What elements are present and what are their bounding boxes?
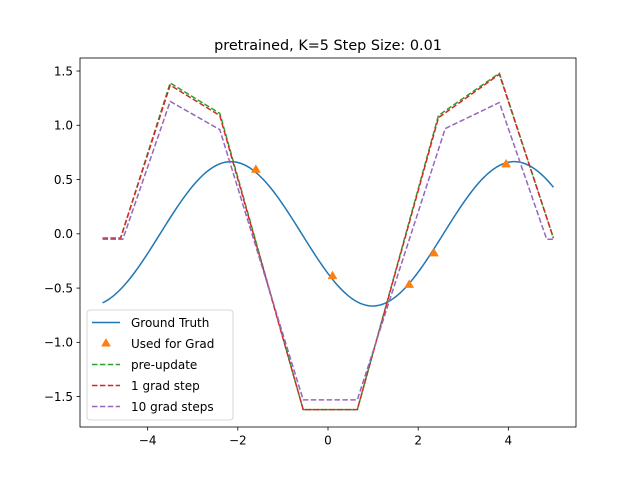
legend-marker-used-for-grad xyxy=(101,338,111,347)
y-tick-label: −0.5 xyxy=(44,281,73,295)
x-tick-label: 4 xyxy=(505,434,513,448)
x-tick-label: 2 xyxy=(414,434,422,448)
chart-title: pretrained, K=5 Step Size: 0.01 xyxy=(214,38,442,54)
y-tick-label: −1.5 xyxy=(44,390,73,404)
x-tick-label: −2 xyxy=(229,434,247,448)
y-tick-label: 1.5 xyxy=(54,64,73,78)
legend-label-ground-truth: Ground Truth xyxy=(131,316,209,330)
10-grad-steps-line xyxy=(102,100,554,401)
legend-label-pre-update: pre-update xyxy=(131,358,197,372)
legend-label-used-for-grad: Used for Grad xyxy=(131,337,214,351)
used-for-grad-marker xyxy=(429,247,439,257)
used-for-grad-marker xyxy=(404,279,415,288)
y-tick-label: 0.0 xyxy=(54,227,73,241)
x-tick-label: 0 xyxy=(324,434,332,448)
axes: −4 −2 0 2 4 −1.5 −1.0 −0.5 0.0 0.5 1.0 1.5 xyxy=(44,57,577,448)
y-tick-label: 0.5 xyxy=(54,173,73,187)
ground-truth-line xyxy=(102,160,555,307)
legend-box xyxy=(86,309,234,421)
used-for-grad-marker xyxy=(250,164,261,173)
legend-label-1-grad-step: 1 grad step xyxy=(131,379,200,393)
y-tick-label: −1.0 xyxy=(44,336,73,350)
plot-area xyxy=(102,72,555,411)
legend: Ground Truth Used for Grad pre-update 1 gra… xyxy=(86,309,234,421)
legend-label-10-grad-steps: 10 grad steps xyxy=(131,400,214,414)
y-tick-label: 1.0 xyxy=(54,119,73,133)
used-for-grad-marker xyxy=(501,158,512,168)
1-grad-step-line xyxy=(102,73,555,411)
used-for-grad-marker xyxy=(327,270,338,280)
x-tick-label: −4 xyxy=(139,434,157,448)
series-group xyxy=(102,72,555,411)
